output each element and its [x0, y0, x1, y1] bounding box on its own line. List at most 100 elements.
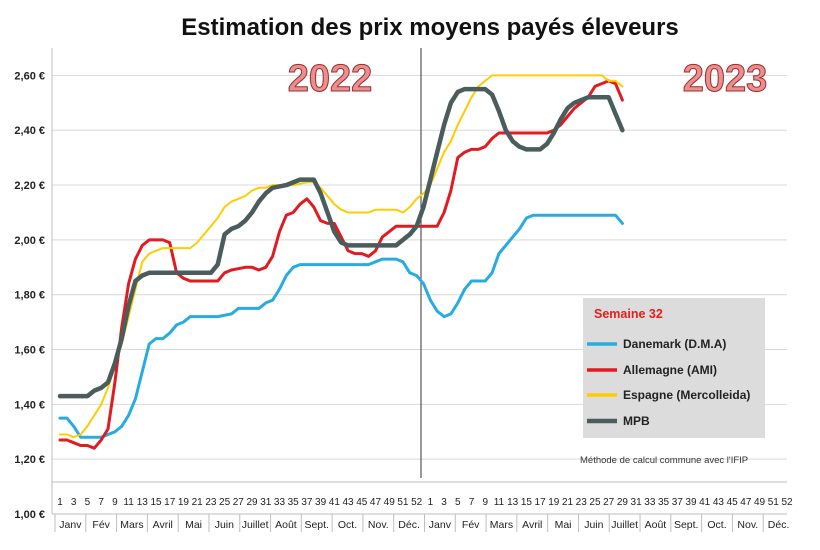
y-tick-label: 2,20 € [14, 180, 45, 192]
x-tick-label: 25 [219, 497, 231, 508]
x-tick-label: 13 [507, 497, 519, 508]
year-label-2022: 2022 [288, 58, 373, 100]
x-tick-label: 7 [98, 497, 104, 508]
legend-label-allemagne: Allemagne (AMI) [623, 363, 717, 377]
month-label: Avril [153, 519, 173, 531]
legend-box [583, 298, 765, 438]
x-tick-label: 3 [71, 497, 77, 508]
month-label: Fév [462, 519, 480, 531]
y-tick-label: 1,40 € [14, 399, 45, 411]
chart-title: Estimation des prix moyens payés éleveur… [181, 14, 679, 41]
x-tick-label: 43 [713, 497, 725, 508]
month-label: Oct. [338, 519, 357, 531]
month-label: Juillet [611, 519, 638, 531]
month-label: Juin [584, 519, 603, 531]
x-tick-label: 51 [768, 497, 780, 508]
legend-label-mpb: MPB [623, 414, 650, 428]
x-tick-label: 52 [411, 497, 423, 508]
x-tick-label: 1 [57, 497, 63, 508]
x-tick-label: 19 [178, 497, 190, 508]
x-tick-label: 21 [562, 497, 574, 508]
y-tick-label: 1,20 € [14, 454, 45, 466]
x-tick-label: 37 [301, 497, 313, 508]
x-tick-label: 15 [150, 497, 162, 508]
y-tick-label: 2,60 € [14, 70, 45, 82]
x-tick-label: 52 [781, 497, 793, 508]
x-tick-label: 21 [192, 497, 204, 508]
month-label: Déc. [768, 519, 790, 531]
x-tick-label: 29 [617, 497, 629, 508]
month-label: Mars [120, 519, 143, 531]
month-label: Août [275, 519, 297, 531]
month-label: Mai [185, 519, 202, 531]
x-tick-label: 17 [535, 497, 547, 508]
x-tick-label: 17 [164, 497, 176, 508]
x-tick-label: 25 [589, 497, 601, 508]
x-tick-label: 1 [428, 497, 434, 508]
x-tick-label: 23 [576, 497, 588, 508]
month-label: Avril [522, 519, 542, 531]
month-label: Août [645, 519, 667, 531]
x-axis: 1 3 5 7 9 11 13 15 17 19 21 23 25 27 29 31 33 35 37 39 41 43 4… [52, 481, 793, 532]
legend: Semaine 32 Danemark (D.M.A) Allemagne (A… [583, 298, 765, 438]
x-tick-label: 49 [754, 497, 766, 508]
x-tick-label: 41 [699, 497, 711, 508]
y-tick-label: 1,80 € [14, 290, 45, 302]
series-line-danemark [58, 213, 624, 439]
month-label: Nov. [368, 519, 389, 531]
method-note: Méthode de calcul commune avec l'IFIP [580, 455, 748, 466]
month-label: Sept. [304, 519, 329, 531]
x-tick-label: 51 [397, 497, 409, 508]
x-tick-label: 11 [494, 497, 505, 508]
x-tick-label: 11 [123, 497, 134, 508]
month-label: Janv [59, 519, 82, 531]
legend-label-espagne: Espagne (Mercolleida) [623, 388, 750, 402]
x-tick-label: 9 [112, 497, 118, 508]
x-tick-label: 19 [548, 497, 560, 508]
x-tick-label: 29 [246, 497, 258, 508]
series-line-allemagne [58, 79, 624, 450]
x-tick-label: 31 [260, 497, 272, 508]
x-tick-label: 5 [455, 497, 461, 508]
x-tick-label: 47 [370, 497, 382, 508]
x-tick-label: 33 [274, 497, 286, 508]
x-tick-label: 45 [727, 497, 739, 508]
x-tick-label: 27 [233, 497, 245, 508]
month-label: Fév [92, 519, 110, 531]
x-tick-label: 3 [441, 497, 447, 508]
y-tick-label: 1,60 € [14, 345, 45, 357]
month-label: Déc. [398, 519, 420, 531]
month-label: Juin [215, 519, 234, 531]
y-tick-label: 2,40 € [14, 125, 45, 137]
month-label: Mars [490, 519, 513, 531]
y-tick-label: 2,00 € [14, 235, 45, 247]
series-line-espagne [59, 74, 624, 439]
x-tick-label: 39 [685, 497, 697, 508]
y-axis-labels: 1,00 € 1,20 € 1,40 € 1,60 € 1,80 € 2,00 € 2,20… [14, 70, 45, 521]
x-tick-label: 15 [521, 497, 533, 508]
x-tick-label: 31 [631, 497, 643, 508]
x-tick-label: 41 [329, 497, 341, 508]
month-label: Juillet [242, 519, 269, 531]
gridlines [51, 48, 787, 514]
x-tick-label: 35 [288, 497, 300, 508]
series-lines [57, 74, 625, 450]
month-label: Nov. [737, 519, 758, 531]
x-tick-label: 13 [137, 497, 149, 508]
x-tick-label: 35 [658, 497, 670, 508]
month-label: Mai [555, 519, 572, 531]
x-tick-label: 39 [315, 497, 327, 508]
x-tick-label: 23 [205, 497, 217, 508]
x-tick-label: 37 [672, 497, 684, 508]
x-tick-label: 43 [342, 497, 354, 508]
month-label: Janv [429, 519, 452, 531]
month-label: Oct. [707, 519, 726, 531]
x-tick-label: 33 [644, 497, 656, 508]
y-tick-label: 1,00 € [14, 509, 45, 521]
x-tick-label: 49 [384, 497, 396, 508]
x-tick-label: 9 [482, 497, 488, 508]
year-label-2023: 2023 [683, 58, 768, 100]
x-tick-label: 45 [356, 497, 368, 508]
legend-title: Semaine 32 [594, 307, 663, 321]
